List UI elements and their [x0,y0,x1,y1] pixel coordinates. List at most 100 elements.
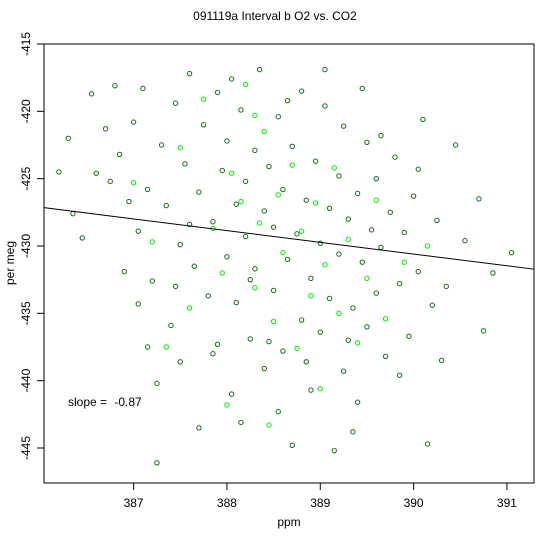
data-point [326,295,333,302]
data-point [317,240,323,247]
data-point [214,89,221,96]
data-point [112,83,118,89]
data-point [424,441,431,447]
data-point [340,368,347,374]
data-point [350,429,356,435]
data-point [298,88,305,94]
x-tick-label: 389 [310,496,330,510]
plot-frame [43,43,535,484]
data-point [256,66,263,73]
data-point [135,301,141,307]
data-point [308,387,314,393]
data-point [289,162,295,168]
data-point [130,119,137,125]
data-point [233,299,239,306]
data-point [88,91,95,97]
data-point [242,233,249,240]
data-point [196,425,202,431]
data-point [429,302,435,308]
data-point [228,391,235,397]
data-point [298,317,305,323]
data-point [242,178,249,185]
data-point [200,122,207,128]
data-point [163,344,169,350]
data-point [490,270,496,276]
data-point [354,399,361,405]
data-point [368,227,375,233]
data-point [158,142,165,148]
data-point [149,278,155,284]
y-tick-label: -445 [19,436,33,460]
data-point [200,96,207,102]
data-point [364,324,370,330]
data-point [130,180,137,186]
data-point [289,143,295,150]
data-point [144,344,151,350]
data-point [373,197,379,203]
data-point [424,243,431,249]
data-point [102,126,109,132]
y-tick-label: -425 [19,166,33,190]
data-point [238,198,244,205]
data-point [462,237,468,244]
data-point [270,287,277,294]
data-point [70,210,76,217]
x-axis: 387 388 389 390 391 [124,483,517,510]
data-point [210,351,216,357]
data-point [228,76,235,82]
data-point [401,259,407,265]
data-point [331,447,337,454]
x-axis-title: ppm [277,515,300,529]
data-point [410,193,417,199]
slope-annotation: slope = -0.87 [68,395,142,409]
x-tick-label: 387 [124,496,144,510]
data-point [186,70,193,77]
data-point [56,169,62,175]
data-point [140,85,146,92]
data-point [396,280,403,287]
data-point [476,196,482,202]
data-point [284,97,291,104]
data-point [65,135,71,141]
data-point [406,333,412,339]
data-point [275,192,281,198]
data-point [508,250,515,256]
data-point [317,329,323,335]
data-point [247,336,253,342]
data-point [336,310,342,317]
data-point [168,322,174,329]
data-point [126,198,132,205]
data-point [345,337,351,343]
data-point [359,85,365,92]
data-point [186,221,193,228]
data-point [452,142,459,148]
data-point [326,205,333,211]
data-point [415,166,421,172]
data-point [266,163,272,170]
data-point [219,270,225,276]
data-point [93,170,99,176]
y-axis: -415 -420 -425 -430 -435 -440 -445 [19,32,44,460]
data-point [116,151,123,158]
data-point [336,251,342,257]
data-point [233,201,239,207]
data-point [280,186,286,193]
data-point [182,161,188,167]
data-point [144,186,151,193]
data-point [177,144,183,151]
data-point [79,235,85,241]
data-point [238,419,244,426]
data-point [266,422,272,428]
data-point [312,200,319,206]
x-tick-label: 388 [217,496,237,510]
data-point [252,285,258,291]
data-point [331,165,337,171]
data-point [308,275,314,282]
data-point [378,132,384,139]
data-point [191,263,197,269]
data-point [177,241,183,248]
data-point [364,139,370,146]
data-point [214,341,221,347]
data-point [280,250,286,256]
